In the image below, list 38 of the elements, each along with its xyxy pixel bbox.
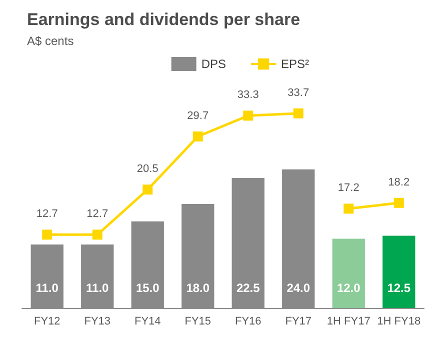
point [192, 131, 203, 142]
chart-title: Earnings and dividends per share [27, 10, 300, 29]
x-tick-label: FY16 [234, 316, 262, 328]
bar [332, 238, 365, 308]
data-label: 17.2 [338, 182, 360, 194]
point [344, 204, 354, 214]
x-tick-label: 1H FY17 [326, 316, 370, 328]
x-tick-label: 1H FY18 [377, 316, 421, 328]
point [142, 184, 153, 195]
point [243, 110, 254, 121]
data-label: 29.7 [187, 110, 209, 122]
data-label: 18.0 [186, 281, 210, 295]
x-tick-label: FY17 [285, 316, 312, 328]
point [394, 198, 404, 208]
data-label: 11.0 [36, 281, 59, 295]
legend-label: EPS² [280, 57, 310, 71]
data-label: 15.0 [136, 281, 160, 295]
data-label: 33.7 [288, 86, 310, 99]
data-label: 22.5 [236, 281, 260, 295]
data-label: 33.3 [237, 89, 259, 102]
data-label: 12.0 [336, 281, 361, 295]
x-tick-label: FY13 [84, 316, 111, 328]
data-label: 24.0 [286, 281, 310, 295]
data-label: 18.2 [388, 176, 410, 188]
x-tick-label: FY14 [134, 316, 161, 328]
point [293, 108, 304, 118]
x-tick-label: FY15 [184, 316, 212, 328]
data-label: 12.5 [387, 281, 411, 295]
point [92, 230, 102, 240]
data-label: 12.7 [36, 208, 58, 220]
x-tick-label: FY12 [34, 316, 60, 328]
bar [382, 236, 416, 308]
data-label: 20.5 [136, 163, 158, 176]
chart-subtitle: A$ cents [27, 34, 74, 48]
point [42, 230, 52, 240]
legend-label: DPS [201, 57, 226, 71]
data-label: 12.7 [86, 208, 108, 220]
data-label: 11.0 [86, 281, 110, 295]
